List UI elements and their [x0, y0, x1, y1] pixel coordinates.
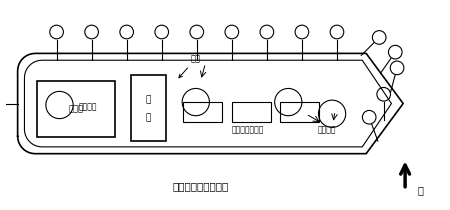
- Bar: [37, 81, 115, 137]
- Text: 船: 船: [145, 96, 151, 105]
- Bar: [232, 102, 271, 122]
- Text: 機関室: 機関室: [68, 104, 84, 113]
- Bar: [130, 75, 166, 141]
- Text: 漁夫: 漁夫: [179, 54, 201, 78]
- Text: まきえ槽: まきえ槽: [318, 125, 337, 134]
- Bar: [183, 102, 222, 122]
- Text: かつお一本釣操業図: かつお一本釣操業図: [172, 181, 229, 191]
- Text: 魚倉（活餌槽）: 魚倉（活餌槽）: [231, 125, 264, 134]
- Text: まきえ槽: まきえ槽: [79, 102, 98, 112]
- Bar: [280, 102, 320, 122]
- Text: 橋: 橋: [145, 113, 151, 122]
- Text: 風: 風: [418, 185, 423, 195]
